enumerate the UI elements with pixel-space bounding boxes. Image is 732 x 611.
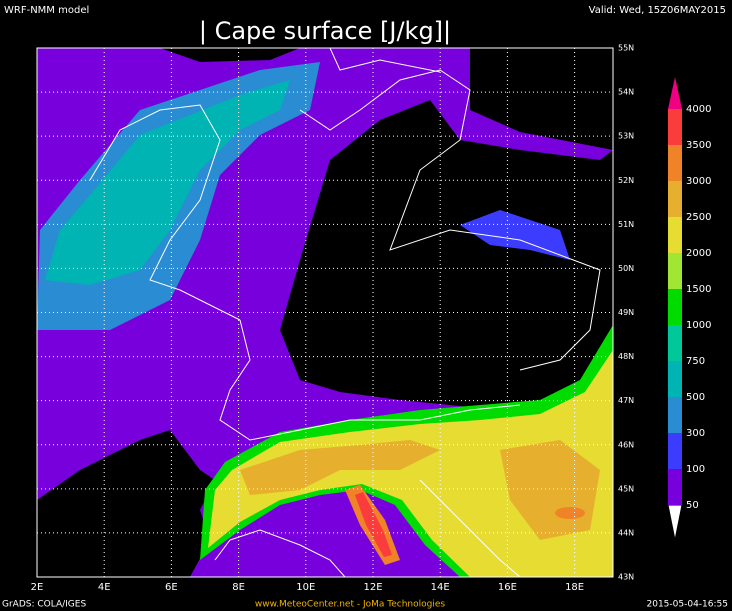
no-cape — [160, 48, 300, 62]
lat-label: 51N — [618, 220, 634, 229]
lon-label: 2E — [31, 582, 44, 593]
lat-label: 45N — [618, 484, 634, 493]
lon-label: 6E — [165, 582, 178, 593]
cape-3000 — [555, 507, 585, 519]
lon-label: 10E — [296, 582, 315, 593]
border-line — [219, 319, 521, 441]
colorbar-band — [668, 109, 682, 145]
colorbar-label: 3000 — [686, 176, 711, 187]
colorbar-label: 50 — [686, 500, 699, 511]
colorbar-label: 1000 — [686, 320, 711, 331]
coastline — [214, 529, 346, 577]
border-line — [89, 104, 241, 321]
colorbar-band — [668, 325, 682, 361]
colorbar-band — [668, 289, 682, 325]
colorbar-band — [668, 397, 682, 433]
valid-time: Valid: Wed, 15Z06MAY2015 — [589, 5, 726, 16]
lat-label: 50N — [618, 264, 634, 273]
no-cape — [470, 48, 613, 150]
colorbar-band — [668, 469, 682, 505]
colorbar-label: 750 — [686, 356, 705, 367]
no-cape — [280, 100, 613, 410]
lat-label: 49N — [618, 308, 634, 317]
colorbar-band — [668, 361, 682, 397]
cape-100 — [460, 210, 570, 260]
cape-500 — [45, 80, 290, 285]
site-credit: www.MeteoCenter.net - JoMa Technologies — [255, 600, 445, 610]
coastline — [329, 48, 441, 73]
lat-label: 54N — [618, 88, 634, 97]
lon-label: 8E — [232, 582, 245, 593]
colorbar-label: 2500 — [686, 212, 711, 223]
colorbar-label: 3500 — [686, 140, 711, 151]
coastline — [419, 479, 521, 577]
colorbar-label: 100 — [686, 464, 705, 475]
map-title: | Cape surface [J/kg]| — [199, 17, 451, 45]
lat-label: 52N — [618, 176, 634, 185]
colorbar-band — [668, 181, 682, 217]
colorbar-label: 2000 — [686, 248, 711, 259]
lon-label: 12E — [363, 582, 382, 593]
lon-label: 4E — [98, 582, 111, 593]
colorbar-over — [668, 77, 682, 109]
colorbar-label: 4000 — [686, 104, 711, 115]
cape-2500 — [240, 440, 440, 495]
lat-label: 43N — [618, 573, 634, 582]
colorbar: 50 100 300 500 750 1000 1500 2000 2500 3000 3500 40… — [667, 77, 711, 541]
no-cape — [37, 430, 215, 577]
lon-label: 14E — [431, 582, 450, 593]
lat-label: 55N — [618, 44, 634, 53]
colorbar-label: 1500 — [686, 284, 711, 295]
model-label: WRF-NMM model — [4, 5, 89, 16]
lat-label: 44N — [618, 528, 634, 537]
software-credit: GrADS: COLA/IGES — [2, 600, 86, 610]
colorbar-band — [668, 253, 682, 289]
lon-label: 16E — [498, 582, 517, 593]
colorbar-band — [668, 145, 682, 181]
lat-label: 53N — [618, 132, 634, 141]
lat-label: 46N — [618, 440, 634, 449]
lat-label: 48N — [618, 352, 634, 361]
graticule: 2E 4E 6E 8E 10E 12E 14E 16E 18E 43N 44N 45N 46N 47N 48… — [31, 44, 635, 594]
colorbar-band — [668, 433, 682, 469]
lat-label: 47N — [618, 396, 634, 405]
colorbar-band — [668, 217, 682, 253]
lon-label: 18E — [565, 582, 584, 593]
timestamp: 2015-05-04-16:55 — [647, 600, 729, 610]
colorbar-label: 300 — [686, 428, 705, 439]
colorbar-label: 500 — [686, 392, 705, 403]
